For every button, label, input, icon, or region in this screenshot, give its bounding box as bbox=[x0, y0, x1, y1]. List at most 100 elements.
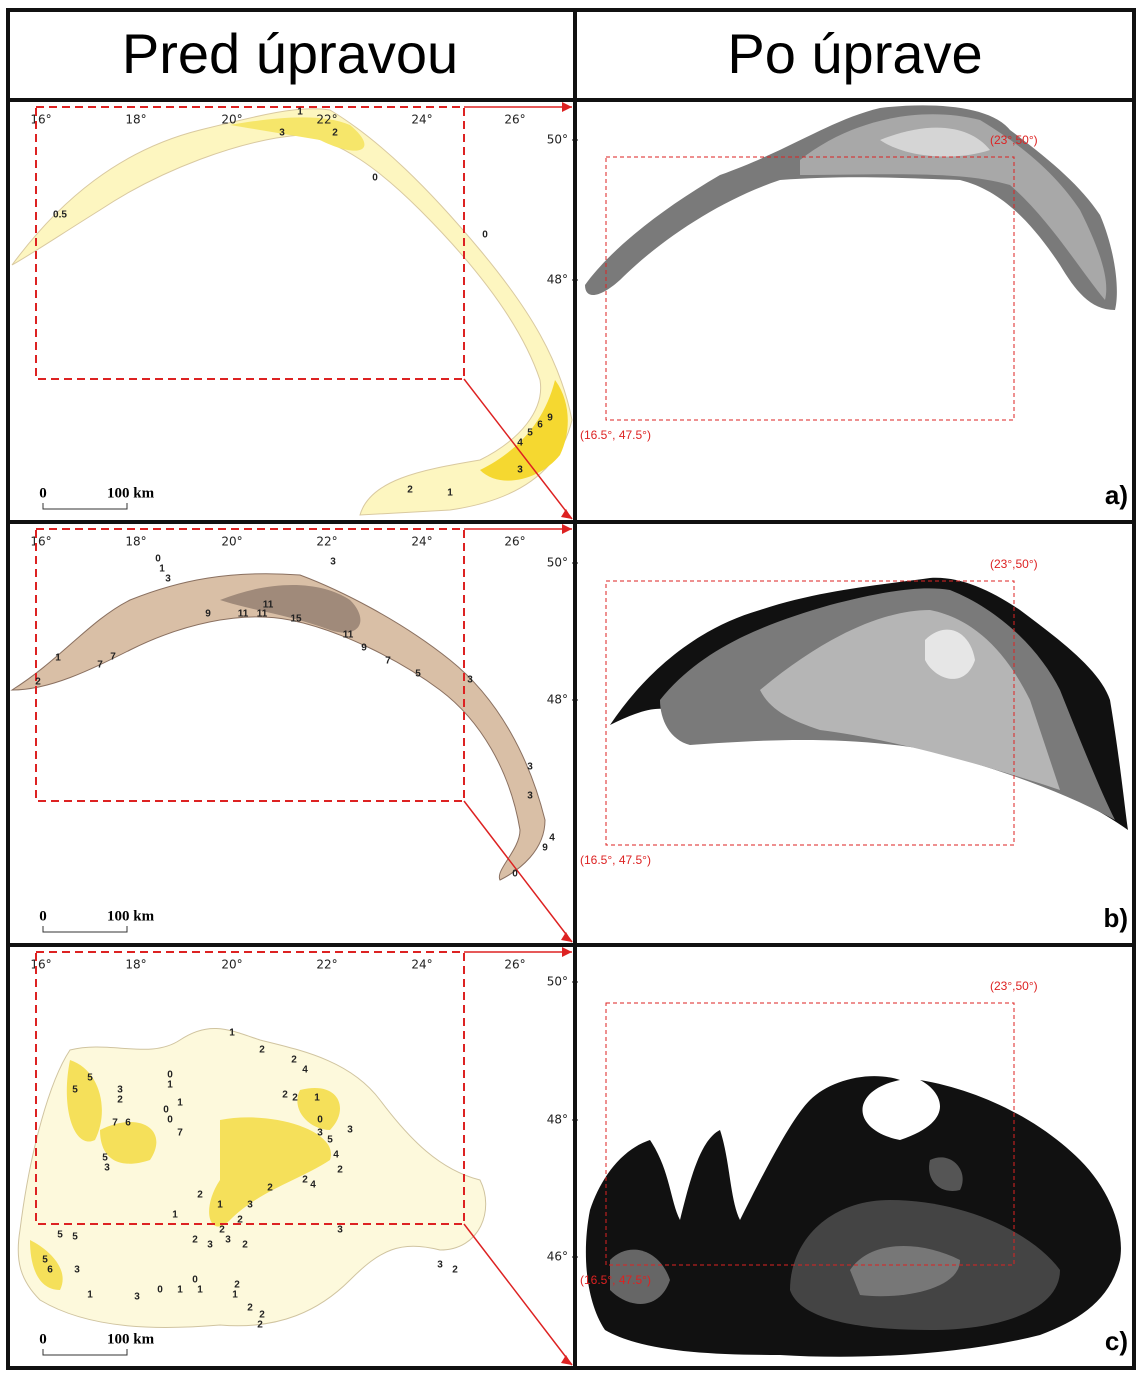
contour-label: 2 bbox=[197, 1190, 203, 1201]
contour-label: 7 bbox=[385, 656, 391, 667]
lon-tick-label: 20° bbox=[221, 113, 242, 127]
lon-tick-label: 24° bbox=[411, 958, 432, 972]
contour-label: 1 bbox=[87, 1290, 93, 1301]
contour-label: 1 bbox=[217, 1200, 223, 1211]
contour-label: 0 bbox=[512, 869, 518, 880]
contour-label: 1 bbox=[177, 1285, 183, 1296]
corner-upper: (23°,50°) bbox=[990, 979, 1038, 993]
lon-tick-label: 18° bbox=[125, 958, 146, 972]
scale-label: 100 km bbox=[107, 1331, 155, 1347]
contour-label: 4 bbox=[549, 833, 555, 844]
contour-label: 3 bbox=[437, 1260, 443, 1271]
contour-label: 9 bbox=[205, 609, 211, 620]
contour-label: 3 bbox=[207, 1240, 213, 1251]
corner-upper: (23°,50°) bbox=[990, 133, 1038, 147]
contour-label: 7 bbox=[112, 1118, 118, 1129]
contour-label: 0 bbox=[167, 1115, 173, 1126]
contour-label: 5 bbox=[327, 1135, 333, 1146]
contour-label: 2 bbox=[452, 1265, 458, 1276]
contour-label: 2 bbox=[257, 1320, 263, 1331]
contour-label: 0 bbox=[317, 1115, 323, 1126]
lon-tick-label: 20° bbox=[221, 535, 242, 549]
lat-tick-label: 46° bbox=[547, 1250, 568, 1264]
lon-tick-label: 22° bbox=[316, 958, 337, 972]
contour-label: 2 bbox=[242, 1240, 248, 1251]
lat-tick-label: 50° bbox=[547, 556, 568, 570]
contour-label: 4 bbox=[517, 438, 523, 449]
lat-tick-label: 48° bbox=[547, 1113, 568, 1127]
contour-label: 3 bbox=[74, 1265, 80, 1276]
contour-label: 6 bbox=[537, 420, 543, 431]
contour-label: 3 bbox=[134, 1292, 140, 1303]
contour-label: 4 bbox=[302, 1065, 308, 1076]
scale-zero: 0 bbox=[39, 908, 47, 924]
contour-label: 7 bbox=[97, 660, 103, 671]
contour-label: 2 bbox=[302, 1175, 308, 1186]
contour-label: 2 bbox=[291, 1055, 297, 1066]
contour-label: 9 bbox=[547, 413, 553, 424]
contour-label: 2 bbox=[292, 1093, 298, 1104]
contour-label: 3 bbox=[467, 675, 473, 686]
contour-label: 2 bbox=[117, 1095, 123, 1106]
contour-label: 3 bbox=[527, 791, 533, 802]
contour-label: 2 bbox=[332, 128, 338, 139]
contour-label: 2 bbox=[407, 485, 413, 496]
contour-label: 1 bbox=[167, 1080, 173, 1091]
figure: Pred úpravou Po úprave 16°18°20°22°24°26… bbox=[0, 0, 1137, 1372]
lon-tick-label: 24° bbox=[411, 535, 432, 549]
scale-zero: 0 bbox=[39, 1331, 47, 1347]
contour-label: 2 bbox=[267, 1183, 273, 1194]
scale-label: 100 km bbox=[107, 908, 155, 924]
contour-label: 2 bbox=[237, 1215, 243, 1226]
contour-label: 2 bbox=[282, 1090, 288, 1101]
lat-tick-label: 50° bbox=[547, 133, 568, 147]
contour-label: 2 bbox=[35, 677, 41, 688]
contour-label: 1 bbox=[197, 1285, 203, 1296]
contour-label: 0 bbox=[482, 230, 488, 241]
contour-label: 5 bbox=[87, 1073, 93, 1084]
contour-label: 11 bbox=[263, 600, 274, 611]
contour-label: 5 bbox=[415, 669, 421, 680]
contour-label: 3 bbox=[165, 574, 171, 585]
contour-label: 3 bbox=[330, 557, 336, 568]
lon-tick-label: 22° bbox=[316, 113, 337, 127]
contour-label: 2 bbox=[259, 1045, 265, 1056]
corner-lower: (16.5°, 47.5°) bbox=[580, 428, 651, 442]
contour-label: 5 bbox=[72, 1232, 78, 1243]
lon-tick-label: 26° bbox=[504, 113, 525, 127]
scale-zero: 0 bbox=[39, 485, 47, 501]
contour-label: 2 bbox=[247, 1303, 253, 1314]
lat-tick-label: 48° bbox=[547, 693, 568, 707]
panel-letter: c) bbox=[1105, 1326, 1128, 1356]
contour-label: 3 bbox=[279, 128, 285, 139]
panel-letter: a) bbox=[1105, 480, 1128, 510]
contour-label: 4 bbox=[310, 1180, 316, 1191]
contour-label: 1 bbox=[297, 107, 303, 118]
contour-label: 1 bbox=[177, 1098, 183, 1109]
lon-tick-label: 18° bbox=[125, 535, 146, 549]
contour-label: 15 bbox=[290, 614, 302, 625]
scale-label: 100 km bbox=[107, 485, 155, 501]
contour-label: 2 bbox=[192, 1235, 198, 1246]
lon-tick-label: 26° bbox=[504, 535, 525, 549]
contour-label: 0 bbox=[157, 1285, 163, 1296]
contour-label: 4 bbox=[333, 1150, 339, 1161]
contour-label: 1 bbox=[447, 488, 453, 499]
contour-label: 7 bbox=[177, 1128, 183, 1139]
contour-label: 3 bbox=[317, 1128, 323, 1139]
contour-label: 5 bbox=[527, 428, 533, 439]
contour-label: 3 bbox=[247, 1200, 253, 1211]
contour-label: 11 bbox=[343, 630, 354, 641]
lon-tick-label: 20° bbox=[221, 958, 242, 972]
header-left: Pred úpravou bbox=[122, 22, 458, 85]
contour-label: 3 bbox=[337, 1225, 343, 1236]
contour-label: 11 bbox=[238, 609, 249, 620]
lat-tick-label: 48° bbox=[547, 273, 568, 287]
contour-label: 6 bbox=[125, 1118, 131, 1129]
contour-label: 5 bbox=[72, 1085, 78, 1096]
lat-tick-label: 50° bbox=[547, 975, 568, 989]
contour-label: 1 bbox=[314, 1093, 320, 1104]
contour-label: 3 bbox=[104, 1163, 110, 1174]
panel-letter: b) bbox=[1103, 903, 1128, 933]
contour-label: 3 bbox=[527, 762, 533, 773]
